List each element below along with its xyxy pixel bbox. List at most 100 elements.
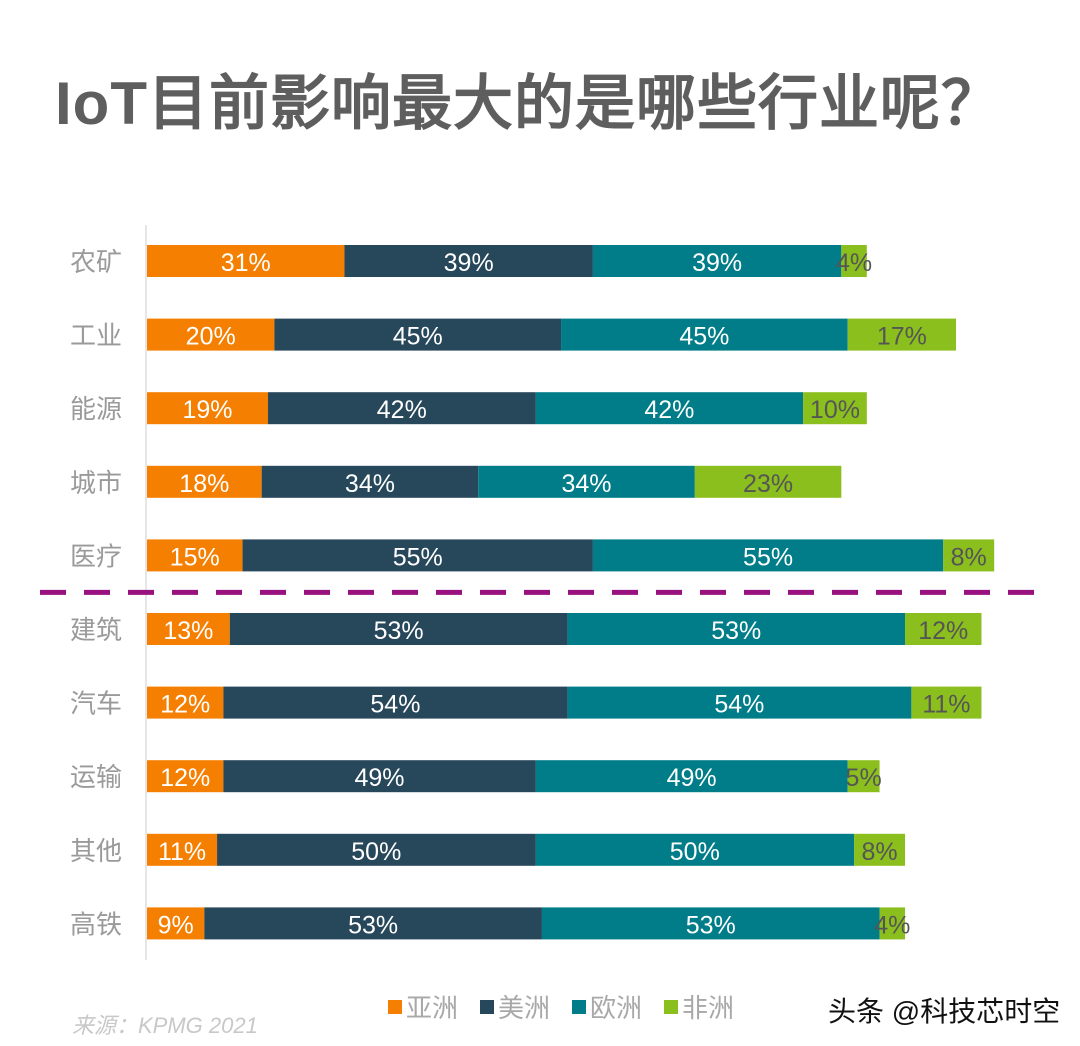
- category-label: 运输: [70, 762, 122, 792]
- bar-segment-欧洲: [592, 539, 944, 572]
- data-label: 11%: [922, 691, 970, 719]
- bar-segment-亚洲: [147, 613, 230, 645]
- bar-segment-美洲: [229, 613, 568, 645]
- data-label: 53%: [348, 911, 398, 939]
- legend-item: 非洲: [664, 988, 734, 1025]
- data-label: 9%: [158, 911, 194, 939]
- data-label: 34%: [562, 470, 612, 498]
- category-label: 高铁: [70, 909, 122, 939]
- data-label: 45%: [393, 323, 443, 351]
- legend-item: 欧洲: [572, 988, 642, 1025]
- data-label: 12%: [160, 764, 210, 792]
- bar-segment-美洲: [242, 539, 593, 572]
- data-label: 5%: [846, 764, 882, 792]
- legend-label: 欧洲: [590, 993, 643, 1023]
- data-label: 31%: [221, 249, 271, 277]
- bar-segment-美洲: [344, 245, 593, 277]
- data-label: 50%: [351, 838, 401, 866]
- legend-swatch: [388, 999, 402, 1014]
- bar-segment-欧洲: [535, 833, 855, 866]
- data-label: 4%: [874, 911, 910, 939]
- data-label: 15%: [170, 543, 220, 571]
- data-label: 54%: [370, 691, 420, 719]
- legend-swatch: [572, 999, 587, 1014]
- bar-segment-亚洲: [147, 245, 345, 277]
- legend: 亚洲 美洲 欧洲 非洲: [388, 988, 734, 1025]
- bar-segment-非洲: [803, 392, 867, 425]
- category-label: 其他: [70, 836, 122, 866]
- bar-segment-非洲: [841, 245, 867, 277]
- legend-item: 美洲: [480, 988, 550, 1025]
- data-label: 45%: [679, 323, 729, 351]
- bar-segment-美洲: [223, 686, 568, 719]
- data-label: 11%: [158, 838, 206, 866]
- category-label: 医疗: [70, 541, 122, 571]
- category-label: 建筑: [70, 615, 122, 645]
- data-label: 23%: [743, 470, 793, 498]
- legend-label: 非洲: [682, 993, 735, 1023]
- bar-segment-美洲: [204, 907, 542, 940]
- data-label: 20%: [186, 323, 236, 351]
- data-label: 17%: [877, 323, 927, 351]
- bar-segment-亚洲: [147, 686, 224, 719]
- bar-segment-欧洲: [541, 907, 880, 940]
- data-label: 8%: [861, 838, 897, 866]
- bar-segment-欧洲: [567, 613, 906, 645]
- data-label: 12%: [918, 617, 968, 645]
- bar-segment-非洲: [943, 539, 995, 572]
- bar-segment-欧洲: [535, 392, 804, 425]
- bar-segment-美洲: [217, 833, 536, 866]
- category-label: 城市: [70, 468, 122, 498]
- bar-segment-非洲: [694, 465, 842, 498]
- bar-segment-非洲: [905, 613, 982, 645]
- data-label: 10%: [810, 396, 860, 424]
- data-label: 39%: [692, 249, 742, 277]
- bar-segment-亚洲: [147, 907, 205, 940]
- source-note: 来源：KPMG 2021: [72, 1013, 258, 1038]
- bar-segment-非洲: [879, 907, 906, 940]
- chart-title: IoT目前影响最大的是哪些行业呢？: [55, 70, 1002, 137]
- bar-segment-欧洲: [535, 760, 848, 793]
- bar-segment-美洲: [261, 465, 479, 498]
- category-label: 农矿: [70, 247, 122, 277]
- data-label: 13%: [163, 617, 213, 645]
- data-label: 54%: [714, 691, 764, 719]
- data-label: 39%: [444, 249, 494, 277]
- legend-label: 美洲: [498, 993, 551, 1023]
- data-label: 49%: [667, 764, 717, 792]
- data-label: 34%: [345, 470, 395, 498]
- bar-segment-欧洲: [592, 245, 842, 277]
- data-label: 55%: [393, 543, 443, 571]
- bar-segment-美洲: [274, 318, 562, 351]
- bar-segment-欧洲: [567, 686, 912, 719]
- data-label: 49%: [354, 764, 404, 792]
- bar-segment-非洲: [847, 318, 956, 351]
- bar-segment-欧洲: [478, 465, 695, 498]
- data-label: 53%: [374, 617, 424, 645]
- bar-segment-美洲: [223, 760, 536, 793]
- category-label: 汽车: [70, 689, 122, 719]
- data-label: 55%: [743, 543, 793, 571]
- legend-swatch: [480, 999, 495, 1014]
- bar-segment-亚洲: [147, 760, 224, 793]
- data-label: 50%: [670, 838, 720, 866]
- bar-segment-非洲: [847, 760, 880, 793]
- bar-segment-亚洲: [147, 833, 218, 866]
- bar-segment-美洲: [268, 392, 536, 425]
- data-label: 8%: [951, 543, 987, 571]
- data-label: 18%: [179, 470, 229, 498]
- bar-segment-亚洲: [147, 539, 243, 572]
- data-label: 12%: [160, 691, 210, 719]
- bar-segment-非洲: [854, 833, 906, 866]
- data-label: 42%: [377, 396, 427, 424]
- data-label: 42%: [644, 396, 694, 424]
- data-label: 19%: [182, 396, 232, 424]
- watermark: 头条 @科技芯时空: [828, 996, 1061, 1027]
- category-label: 工业: [70, 321, 122, 351]
- bar-segment-亚洲: [147, 465, 262, 498]
- bar-segment-亚洲: [147, 392, 269, 425]
- legend-item: 亚洲: [388, 988, 458, 1025]
- legend-swatch: [664, 999, 679, 1014]
